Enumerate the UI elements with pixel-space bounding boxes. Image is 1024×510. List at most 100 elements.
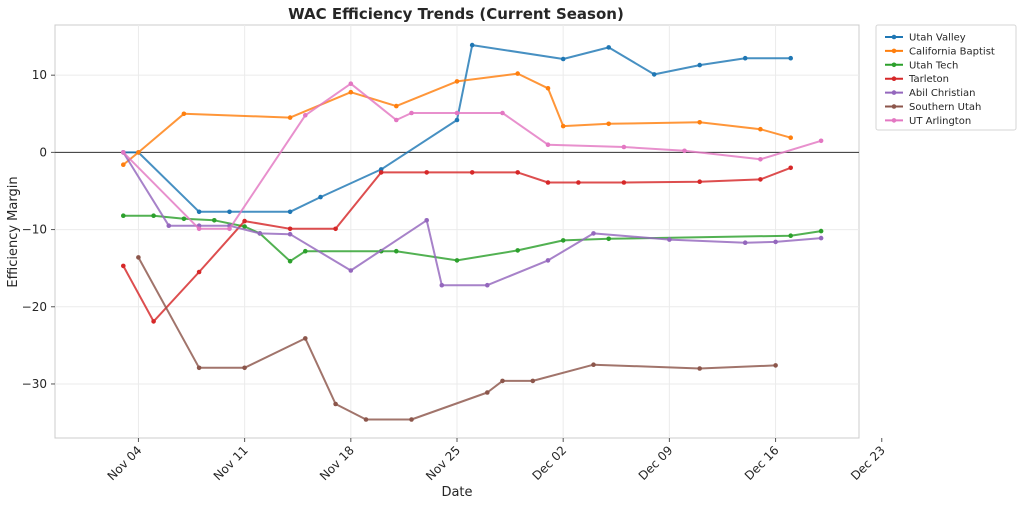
data-point bbox=[742, 55, 748, 61]
data-point bbox=[348, 81, 354, 86]
data-point bbox=[742, 240, 748, 245]
legend-label: California Baptist bbox=[909, 46, 995, 57]
x-tick-label: Nov 18 bbox=[317, 443, 357, 483]
data-point bbox=[287, 226, 293, 232]
data-point bbox=[166, 223, 172, 228]
series-abil-christian bbox=[121, 150, 824, 288]
x-tick-label: Nov 04 bbox=[105, 443, 145, 483]
series-tarleton bbox=[121, 165, 793, 324]
legend-marker bbox=[891, 34, 897, 40]
data-point bbox=[576, 180, 581, 185]
data-point bbox=[409, 417, 414, 422]
legend-label: Abil Christian bbox=[909, 88, 976, 99]
data-point bbox=[545, 86, 551, 91]
data-point bbox=[212, 218, 217, 223]
data-point bbox=[394, 248, 399, 254]
data-point bbox=[758, 177, 763, 182]
data-point bbox=[500, 378, 505, 384]
legend-items: Utah Valley California Baptist Utah Tech Ta… bbox=[885, 33, 995, 127]
data-point bbox=[788, 165, 793, 171]
series-line-abil-christian bbox=[122, 151, 822, 287]
data-point bbox=[303, 336, 308, 341]
y-tick-label: 10 bbox=[32, 68, 47, 82]
data-point bbox=[318, 194, 323, 200]
data-point bbox=[697, 179, 702, 184]
data-point bbox=[697, 366, 702, 371]
data-point bbox=[773, 363, 778, 368]
y-tick-label: 0 bbox=[39, 145, 47, 159]
data-point bbox=[333, 226, 338, 232]
data-point bbox=[682, 148, 687, 154]
data-point bbox=[454, 110, 460, 116]
series-utah-tech bbox=[121, 213, 824, 264]
data-point bbox=[591, 231, 596, 236]
data-point bbox=[424, 170, 430, 175]
data-point bbox=[515, 170, 520, 175]
data-point bbox=[530, 378, 536, 384]
data-point bbox=[454, 79, 460, 84]
x-tick-label: Dec 02 bbox=[529, 443, 569, 483]
data-point bbox=[348, 268, 354, 273]
data-point bbox=[242, 224, 247, 229]
data-point bbox=[606, 121, 611, 127]
data-point bbox=[651, 72, 657, 77]
data-point bbox=[818, 138, 824, 144]
data-point bbox=[560, 123, 566, 129]
x-tick-label: Nov 25 bbox=[423, 443, 463, 483]
data-point bbox=[303, 248, 308, 254]
x-tick-label: Dec 16 bbox=[742, 443, 782, 483]
chart-title: WAC Efficiency Trends (Current Season) bbox=[288, 5, 624, 23]
data-point bbox=[287, 231, 293, 237]
data-point bbox=[136, 150, 141, 155]
data-point bbox=[257, 231, 263, 236]
legend-marker bbox=[891, 48, 897, 54]
data-point bbox=[333, 401, 338, 407]
series-southern-utah bbox=[136, 255, 778, 422]
series-line-california-baptist bbox=[122, 72, 791, 166]
legend-marker bbox=[891, 62, 897, 68]
data-point bbox=[303, 113, 308, 118]
data-point bbox=[788, 55, 793, 61]
series-line-tarleton bbox=[122, 166, 792, 323]
legend-item-southern-utah: Southern Utah bbox=[885, 102, 981, 113]
data-point bbox=[515, 71, 520, 76]
legend-label: Tarleton bbox=[908, 74, 949, 85]
series-lines bbox=[121, 42, 824, 422]
data-point bbox=[287, 258, 293, 264]
data-point bbox=[181, 216, 187, 222]
series-line-utah-tech bbox=[123, 214, 822, 263]
series-california-baptist bbox=[121, 71, 793, 167]
data-point bbox=[773, 239, 778, 245]
data-point bbox=[469, 42, 475, 48]
data-point bbox=[196, 226, 202, 232]
legend-label: Southern Utah bbox=[909, 102, 981, 113]
legend-marker bbox=[891, 76, 897, 81]
data-point bbox=[348, 89, 354, 95]
data-point bbox=[121, 162, 126, 167]
legend-item-utah-tech: Utah Tech bbox=[885, 60, 958, 71]
legend-item-tarleton: Tarleton bbox=[885, 74, 949, 85]
data-point bbox=[151, 319, 156, 324]
data-point bbox=[394, 117, 399, 123]
data-point bbox=[121, 150, 126, 155]
data-point bbox=[500, 110, 505, 116]
data-point bbox=[287, 209, 293, 215]
data-point bbox=[606, 45, 611, 50]
legend-label: Utah Tech bbox=[909, 60, 958, 71]
data-point bbox=[469, 170, 475, 175]
x-tick-label: Dec 09 bbox=[636, 443, 676, 483]
data-point bbox=[758, 126, 763, 132]
y-tick-label: −20 bbox=[22, 300, 47, 314]
legend-item-california-baptist: California Baptist bbox=[885, 46, 995, 57]
data-point bbox=[454, 258, 460, 263]
data-point bbox=[136, 255, 141, 260]
data-point bbox=[485, 282, 490, 288]
legend-marker bbox=[891, 90, 897, 95]
data-point bbox=[242, 365, 247, 371]
data-point bbox=[196, 365, 202, 371]
data-point bbox=[818, 228, 824, 234]
data-point bbox=[788, 135, 793, 140]
x-tick-label: Nov 11 bbox=[211, 443, 251, 483]
legend-label: Utah Valley bbox=[909, 33, 966, 44]
data-point bbox=[227, 209, 232, 215]
